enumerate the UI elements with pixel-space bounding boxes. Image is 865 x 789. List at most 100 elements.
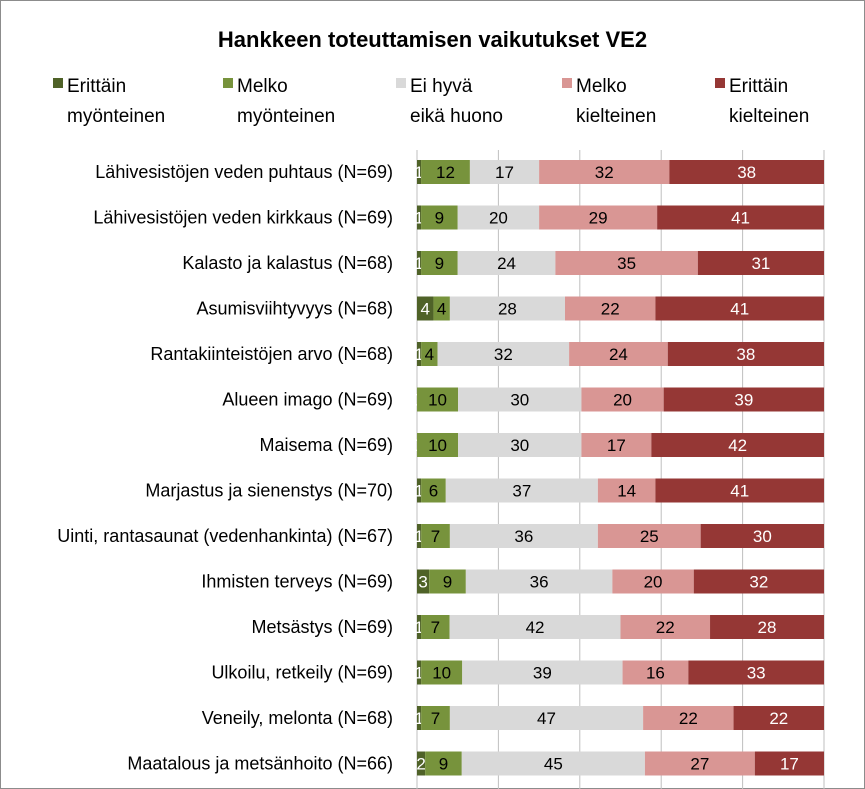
data-label: 30 xyxy=(753,527,772,546)
bar-segment xyxy=(429,569,466,594)
bar-segment xyxy=(457,251,556,275)
bar-segment xyxy=(539,160,670,184)
bar-segment xyxy=(620,615,711,639)
data-label: 30 xyxy=(510,436,529,455)
data-label: 32 xyxy=(494,345,513,364)
data-label: 14 xyxy=(617,482,636,501)
legend-swatch-1 xyxy=(53,78,63,88)
bar-segment xyxy=(669,160,824,184)
bar-segment xyxy=(657,205,824,230)
category-label: Kalasto ja kalastus (N=68) xyxy=(182,253,393,273)
data-label: 36 xyxy=(514,527,533,546)
category-label: Maatalous ja metsänhoito (N=66) xyxy=(127,754,393,774)
bar-segment xyxy=(651,433,824,457)
data-label: 38 xyxy=(737,163,756,182)
data-label: 17 xyxy=(495,163,514,182)
bar-segment xyxy=(417,342,422,366)
bar-segment xyxy=(417,387,459,412)
data-label: 35 xyxy=(617,254,636,273)
bar-segment xyxy=(597,478,656,503)
bar-segment xyxy=(693,569,824,594)
legend-label-2: Melko myönteinen xyxy=(237,76,336,127)
bar-segment xyxy=(461,751,645,776)
bar-segment xyxy=(425,751,462,776)
category-label: Ulkoilu, retkeily (N=69) xyxy=(211,663,393,683)
data-label: 41 xyxy=(731,209,750,228)
data-label: 32 xyxy=(749,573,768,592)
data-label: 28 xyxy=(498,300,517,319)
bar-segment xyxy=(417,205,422,230)
data-label: 1 xyxy=(414,482,423,501)
data-label: 17 xyxy=(780,755,799,774)
bar-segment xyxy=(417,433,459,457)
bar-segment xyxy=(449,615,621,639)
data-label: 2 xyxy=(416,755,425,774)
bar-segment xyxy=(622,660,689,685)
bar-segment xyxy=(667,342,824,366)
bar-segment xyxy=(581,433,652,457)
data-label: 4 xyxy=(420,300,429,319)
data-label: 1 xyxy=(414,254,423,273)
bar-segment xyxy=(417,615,422,639)
data-label: 10 xyxy=(432,664,451,683)
data-label: 27 xyxy=(690,755,709,774)
bar-segment xyxy=(710,615,824,639)
data-label: 22 xyxy=(769,709,788,728)
bar-segment xyxy=(754,751,824,776)
bar-segment xyxy=(449,524,598,548)
category-label: Lähivesistöjen veden puhtaus (N=69) xyxy=(95,162,393,182)
legend-label-1: Erittäin myönteinen xyxy=(67,76,166,127)
bar-segment xyxy=(644,751,755,776)
data-label: 12 xyxy=(436,163,455,182)
data-label: 1 xyxy=(414,618,423,637)
data-label: 10 xyxy=(428,391,447,410)
bar-segment xyxy=(417,660,422,685)
data-label: 20 xyxy=(644,573,663,592)
data-label: 7 xyxy=(431,527,440,546)
data-label: 31 xyxy=(751,254,770,273)
bar-segment xyxy=(421,706,450,730)
bar-segment xyxy=(465,569,613,594)
data-label: 22 xyxy=(601,300,620,319)
data-label: 33 xyxy=(747,664,766,683)
bar-segment xyxy=(417,296,434,321)
data-label: 42 xyxy=(728,436,747,455)
category-label: Marjastus ja sienenstys (N=70) xyxy=(145,481,393,501)
bar-segment xyxy=(700,524,824,548)
bar-segment xyxy=(421,478,446,503)
bar-segment xyxy=(421,342,438,366)
data-label: 9 xyxy=(443,573,452,592)
bar-segment xyxy=(539,205,658,230)
bar-segment xyxy=(697,251,824,275)
bar-segment xyxy=(655,296,824,321)
legend-label-5: Erittäin kielteinen xyxy=(729,76,810,127)
data-label: 42 xyxy=(526,618,545,637)
data-label: 4 xyxy=(437,300,446,319)
bar-segment xyxy=(417,160,422,184)
data-label: 7 xyxy=(431,618,440,637)
data-label: 32 xyxy=(595,163,614,182)
bar-segment xyxy=(437,342,570,366)
data-label: 1 xyxy=(414,163,423,182)
bar-segment xyxy=(445,478,598,503)
bar-segment xyxy=(643,706,734,730)
bar-segment xyxy=(421,660,463,685)
chart-title: Hankkeen toteuttamisen vaikutukset VE2 xyxy=(217,27,648,52)
legend-swatch-5 xyxy=(715,78,725,88)
category-label: Asumisviihtyvyys (N=68) xyxy=(196,299,393,319)
data-label: 45 xyxy=(544,755,563,774)
data-label: 1 xyxy=(414,527,423,546)
bar-segment xyxy=(565,296,656,321)
data-label: 9 xyxy=(435,209,444,228)
data-label: 47 xyxy=(537,709,556,728)
data-label: 3 xyxy=(418,573,427,592)
data-label: 20 xyxy=(613,391,632,410)
category-label: Veneily, melonta (N=68) xyxy=(202,708,393,728)
data-label: 4 xyxy=(425,345,434,364)
data-label: 20 xyxy=(489,209,508,228)
data-label: 7 xyxy=(431,709,440,728)
bar-segment xyxy=(421,205,458,230)
legend-swatch-2 xyxy=(223,78,233,88)
bar-segment xyxy=(417,251,422,275)
category-label: Uinti, rantasaunat (vedenhankinta) (N=67… xyxy=(57,526,393,546)
